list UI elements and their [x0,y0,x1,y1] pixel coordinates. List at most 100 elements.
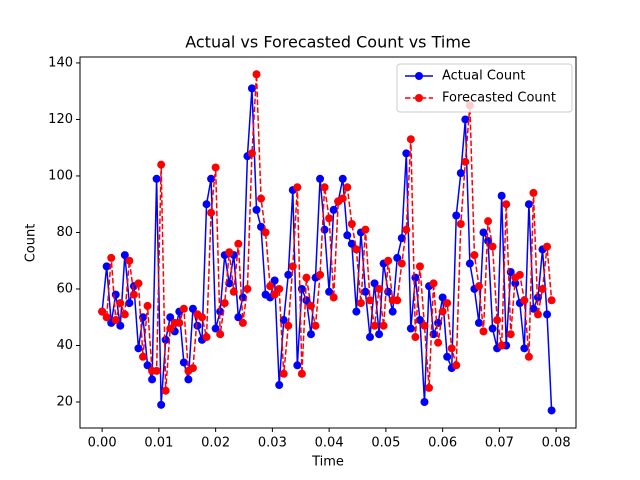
series-point [361,287,370,296]
series-point [193,321,202,330]
series-point [370,321,379,330]
series-point [347,219,356,228]
series-point [488,242,497,251]
series-point [188,304,197,313]
series-point [284,321,293,330]
series-point [497,191,506,200]
series-point [179,358,188,367]
series-point [411,273,420,282]
series-point [279,369,288,378]
series-point [411,333,420,342]
y-tick-label: 60 [56,281,73,296]
series-point [279,316,288,325]
series-point [365,333,374,342]
series-point [111,316,120,325]
series-point [343,231,352,240]
series-point [152,174,161,183]
series-point [393,253,402,262]
series-point [493,316,502,325]
series-point [143,361,152,370]
series-point [161,335,170,344]
series-point [134,279,143,288]
series-point [302,296,311,305]
series-point [329,205,338,214]
x-tick-label: 0.04 [315,436,344,451]
y-tick-label: 20 [56,395,73,410]
series-point [538,284,547,293]
series-point [229,287,238,296]
series-point [529,188,538,197]
series-point [234,313,243,322]
series-point [202,200,211,209]
series-point [184,375,193,384]
series-point [397,234,406,243]
series-point [102,262,111,271]
series-point [107,253,116,262]
y-tick-label: 80 [56,225,73,240]
series-point [125,299,134,308]
series-point [179,304,188,313]
series-point [438,293,447,302]
series-point [533,310,542,319]
series-point [293,361,302,370]
series-point [243,284,252,293]
series-point [497,341,506,350]
series-point [474,282,483,291]
x-tick-label: 0.01 [144,436,173,451]
y-tick-label: 140 [48,55,73,70]
series-point [166,324,175,333]
series-point [252,70,261,79]
series-point [261,228,270,237]
y-axis-label: Count [24,224,39,263]
series-point [316,270,325,279]
series-point [211,163,220,172]
series-point [515,270,524,279]
series-point [143,301,152,310]
series-point [325,287,334,296]
series-point [284,270,293,279]
series-point [216,307,225,316]
x-axis-label: Time [311,455,344,470]
series-point [188,364,197,373]
series-point [452,361,461,370]
series-point [306,301,315,310]
series-point [488,324,497,333]
series-point [520,296,529,305]
series-point [443,299,452,308]
series-point [406,324,415,333]
series-point [474,318,483,327]
series-point [325,214,334,223]
plot-frame [79,56,577,429]
series-point [425,383,434,392]
series-point [161,386,170,395]
y-tick-label: 120 [48,112,73,127]
series-point [384,256,393,265]
series-point [470,251,479,260]
x-tick-label: 0.00 [88,436,117,451]
series-point [275,284,284,293]
series-point [388,307,397,316]
series-point [511,279,520,288]
series-point [456,169,465,178]
series-point [484,236,493,245]
series-point [533,293,542,302]
series-point [216,330,225,339]
series-point [529,304,538,313]
series-point [375,330,384,339]
series-point [420,321,429,330]
series-point [320,183,329,192]
series-point [152,366,161,375]
series-point [352,245,361,254]
series-point [266,282,275,291]
series-point [456,219,465,228]
series-point [247,149,256,158]
series-point [257,194,266,203]
series-point [375,284,384,293]
series-point [420,398,429,407]
series-point [270,290,279,299]
series-point [157,160,166,169]
legend-marker [415,94,423,102]
series-point [361,225,370,234]
x-tick-label: 0.03 [258,436,287,451]
